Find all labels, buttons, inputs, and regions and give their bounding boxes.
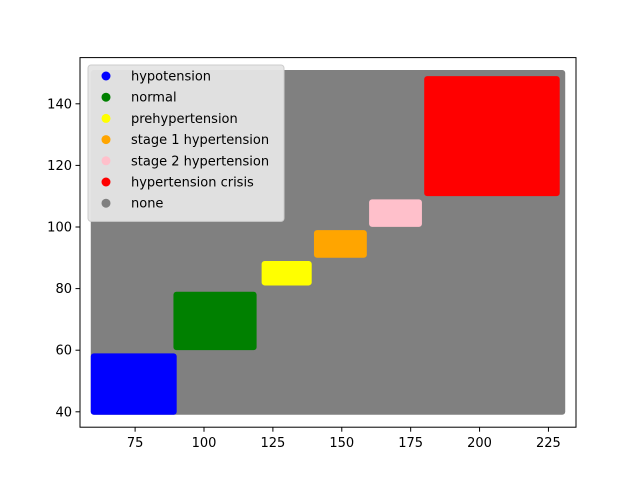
series-region-stage-2-hypertension: [369, 199, 422, 227]
legend-marker: [101, 156, 111, 166]
y-tick-label: 40: [55, 405, 72, 420]
x-tick-label: 125: [260, 436, 285, 451]
legend-marker: [101, 177, 111, 187]
axes-frame: [79, 57, 577, 428]
series-region-prehypertension: [261, 260, 312, 286]
series-prehypertension: [261, 260, 312, 286]
legend-label: normal: [131, 91, 177, 106]
y-axis: 40 60 80 100 120 140: [47, 97, 80, 420]
series-normal: [173, 291, 257, 351]
legend-marker: [101, 92, 111, 102]
series-region-normal: [173, 291, 257, 351]
x-tick-label: 225: [536, 436, 561, 451]
legend-label: stage 1 hypertension: [131, 133, 269, 148]
legend-marker: [101, 135, 111, 145]
legend-label: hypotension: [131, 70, 211, 85]
y-tick-label: 80: [55, 282, 72, 297]
y-tick-label: 140: [47, 97, 72, 112]
legend-marker: [101, 198, 111, 208]
series-stage-1-hypertension: [313, 230, 367, 258]
y-tick-label: 100: [47, 221, 72, 236]
legend: hypotension normal prehypertension stage 1 …: [87, 64, 285, 222]
series-stage-2-hypertension: [369, 199, 422, 227]
x-tick-label: 200: [467, 436, 492, 451]
legend-label: stage 2 hypertension: [131, 154, 269, 169]
y-tick-label: 60: [55, 344, 72, 359]
x-tick-label: 175: [398, 436, 423, 451]
x-tick-label: 150: [329, 436, 354, 451]
x-axis: 75 100 125 150 175 200 225: [127, 427, 561, 451]
series-region-hypertension-crisis: [424, 76, 560, 197]
series-hypertension-crisis: [424, 76, 560, 197]
legend-box: [87, 64, 285, 222]
x-tick-label: 100: [192, 436, 217, 451]
x-tick-label: 75: [127, 436, 144, 451]
legend-label: hypertension crisis: [131, 176, 254, 191]
series-region-stage-1-hypertension: [313, 230, 367, 258]
legend-label: none: [131, 197, 163, 212]
series-hypotension: [90, 353, 177, 415]
legend-label: prehypertension: [131, 112, 238, 127]
legend-marker: [101, 113, 111, 123]
legend-marker: [101, 71, 111, 81]
y-tick-label: 120: [47, 159, 72, 174]
series-region-hypotension: [90, 353, 177, 415]
